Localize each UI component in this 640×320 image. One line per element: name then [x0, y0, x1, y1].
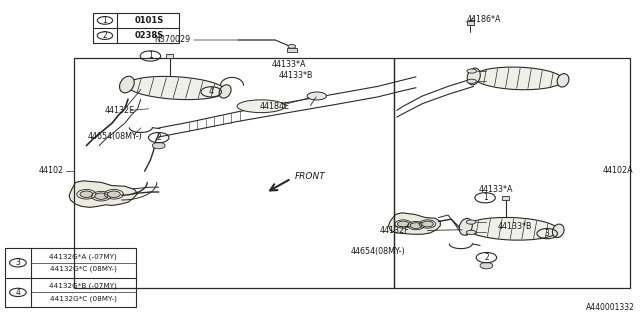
Text: 2: 2: [102, 31, 108, 40]
Circle shape: [410, 223, 422, 228]
Text: 1: 1: [483, 193, 488, 202]
Text: 3: 3: [545, 229, 550, 238]
Text: 44133*A: 44133*A: [479, 185, 513, 194]
Text: 44132G*B (-07MY): 44132G*B (-07MY): [49, 283, 117, 289]
Text: A440001332: A440001332: [586, 303, 635, 312]
Ellipse shape: [307, 92, 326, 100]
Ellipse shape: [467, 68, 480, 85]
Ellipse shape: [460, 219, 472, 235]
Ellipse shape: [552, 224, 564, 237]
Ellipse shape: [467, 79, 476, 84]
Ellipse shape: [467, 69, 476, 73]
Ellipse shape: [219, 85, 231, 98]
Bar: [93, 13, 179, 43]
Text: 44133*B: 44133*B: [498, 222, 532, 231]
Circle shape: [422, 221, 433, 227]
Bar: [5, 248, 136, 307]
Ellipse shape: [237, 100, 285, 113]
Ellipse shape: [466, 218, 558, 240]
Ellipse shape: [127, 76, 225, 100]
Text: 44654(08MY-): 44654(08MY-): [351, 247, 406, 256]
Circle shape: [108, 191, 120, 197]
Text: N370029: N370029: [154, 35, 191, 44]
Circle shape: [288, 44, 296, 48]
Text: 44186*A: 44186*A: [467, 15, 501, 24]
Text: FRONT: FRONT: [294, 172, 325, 181]
Text: 1: 1: [148, 52, 153, 60]
Text: 2: 2: [156, 133, 161, 142]
Polygon shape: [69, 181, 138, 207]
Text: 0238S: 0238S: [134, 31, 164, 40]
Text: 44132E: 44132E: [104, 106, 134, 115]
Circle shape: [480, 262, 493, 269]
Text: 44184E: 44184E: [259, 102, 289, 111]
Text: 44132F: 44132F: [380, 226, 409, 235]
Ellipse shape: [557, 74, 569, 87]
Bar: [74, 58, 394, 288]
Ellipse shape: [120, 76, 134, 93]
Text: 4: 4: [15, 288, 20, 297]
Ellipse shape: [466, 230, 476, 234]
Polygon shape: [388, 213, 440, 234]
Bar: [166, 54, 173, 58]
Text: 4: 4: [209, 87, 214, 96]
Text: 44102A: 44102A: [603, 166, 634, 175]
Circle shape: [80, 191, 93, 197]
Circle shape: [397, 221, 409, 227]
Text: 3: 3: [15, 258, 20, 267]
Text: 0101S: 0101S: [134, 16, 164, 25]
Bar: [467, 21, 474, 25]
Circle shape: [95, 193, 108, 199]
Bar: [394, 58, 630, 288]
Ellipse shape: [466, 220, 476, 224]
Text: 44132G*C (08MY-): 44132G*C (08MY-): [50, 295, 116, 302]
Text: 44102: 44102: [39, 166, 64, 175]
Text: 44133*A: 44133*A: [272, 60, 307, 68]
Bar: [502, 196, 509, 200]
Text: 44132G*A (-07MY): 44132G*A (-07MY): [49, 253, 117, 260]
Text: 2: 2: [484, 253, 489, 262]
Text: 44654(08MY-): 44654(08MY-): [88, 132, 143, 140]
Circle shape: [152, 142, 165, 149]
Text: 44133*B: 44133*B: [278, 71, 313, 80]
Bar: [287, 48, 297, 52]
Text: 44132G*C (08MY-): 44132G*C (08MY-): [50, 266, 116, 272]
Text: 1: 1: [102, 16, 108, 25]
Ellipse shape: [474, 67, 563, 90]
